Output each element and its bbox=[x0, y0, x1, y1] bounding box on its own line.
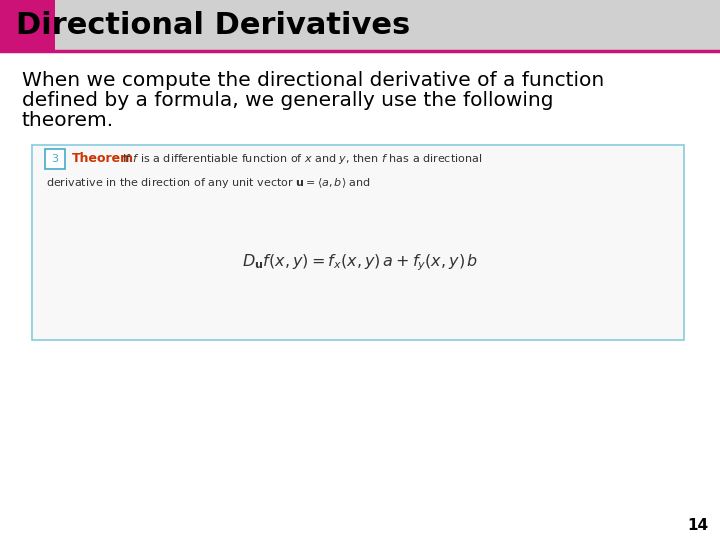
Text: 3: 3 bbox=[52, 154, 58, 164]
Text: Theorem: Theorem bbox=[72, 152, 134, 165]
Text: When we compute the directional derivative of a function: When we compute the directional derivati… bbox=[22, 71, 604, 90]
FancyBboxPatch shape bbox=[45, 149, 65, 169]
Text: derivative in the direction of any unit vector $\mathbf{u} = \langle a, b \rangl: derivative in the direction of any unit … bbox=[46, 176, 371, 190]
Text: defined by a formula, we generally use the following: defined by a formula, we generally use t… bbox=[22, 91, 554, 110]
FancyBboxPatch shape bbox=[32, 145, 684, 340]
FancyBboxPatch shape bbox=[0, 0, 55, 50]
FancyBboxPatch shape bbox=[0, 0, 720, 50]
Text: 14: 14 bbox=[688, 517, 708, 532]
Text: Directional Derivatives: Directional Derivatives bbox=[16, 10, 410, 39]
Text: theorem.: theorem. bbox=[22, 111, 114, 130]
Text: If $f$ is a differentiable function of $x$ and $y$, then $f$ has a directional: If $f$ is a differentiable function of $… bbox=[122, 152, 482, 166]
Text: $D_{\mathbf{u}}f(x, y) = f_x(x, y)\,a + f_y(x, y)\,b$: $D_{\mathbf{u}}f(x, y) = f_x(x, y)\,a + … bbox=[242, 253, 478, 273]
